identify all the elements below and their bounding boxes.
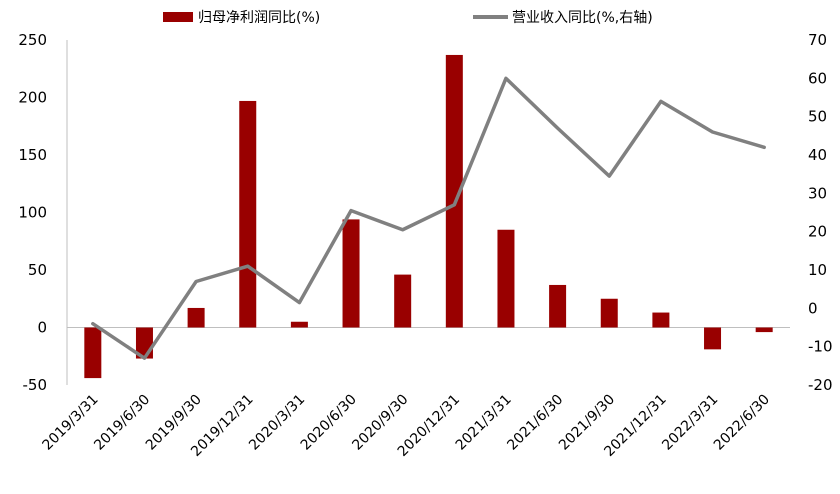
bar: [239, 100, 257, 328]
bar: [342, 219, 360, 328]
line-path: [91, 76, 766, 360]
right-tick-label: -10: [808, 338, 833, 356]
bar: [549, 284, 567, 328]
right-tick-label: 40: [808, 146, 827, 164]
right-axis-ticks: -20 -10 0 10 20 30 40 50 60 70: [808, 31, 833, 394]
x-tick-label: 2022/6/30: [711, 392, 773, 454]
left-tick-label: 50: [28, 261, 47, 279]
right-tick-label: 70: [808, 31, 827, 49]
bar: [290, 321, 308, 328]
left-axis-ticks: -50 0 50 100 150 200 250: [18, 31, 47, 394]
legend-label-bar: 归母净利润同比(%): [198, 9, 320, 26]
right-tick-label: 60: [808, 69, 827, 87]
bar: [187, 307, 205, 328]
x-axis-ticks: 2019/3/312019/6/302019/9/302019/12/31202…: [40, 392, 773, 460]
bar: [755, 327, 773, 333]
left-tick-label: 250: [18, 31, 47, 49]
left-tick-label: 150: [18, 146, 47, 164]
left-tick-label: 100: [18, 204, 47, 222]
bar: [445, 54, 463, 328]
left-tick-label: 200: [18, 89, 47, 107]
bar-series: [84, 54, 773, 379]
legend-label-line: 营业收入同比(%,右轴): [512, 10, 653, 26]
bar: [394, 274, 412, 328]
line-series: [91, 76, 766, 360]
left-tick-label: 0: [37, 319, 47, 337]
left-tick-label: -50: [23, 376, 48, 394]
legend-swatch-bar: [163, 12, 193, 22]
bar: [600, 298, 618, 328]
bar: [704, 327, 722, 350]
right-tick-label: 20: [808, 223, 827, 241]
right-tick-label: 50: [808, 108, 827, 126]
right-tick-label: 10: [808, 261, 827, 279]
axes: [66, 40, 790, 385]
bar: [497, 229, 515, 328]
right-tick-label: 30: [808, 184, 827, 202]
right-tick-label: 0: [808, 299, 818, 317]
legend: 归母净利润同比(%) 营业收入同比(%,右轴): [163, 9, 653, 26]
right-tick-label: -20: [808, 376, 833, 394]
bar: [652, 312, 670, 328]
bar: [84, 327, 102, 379]
